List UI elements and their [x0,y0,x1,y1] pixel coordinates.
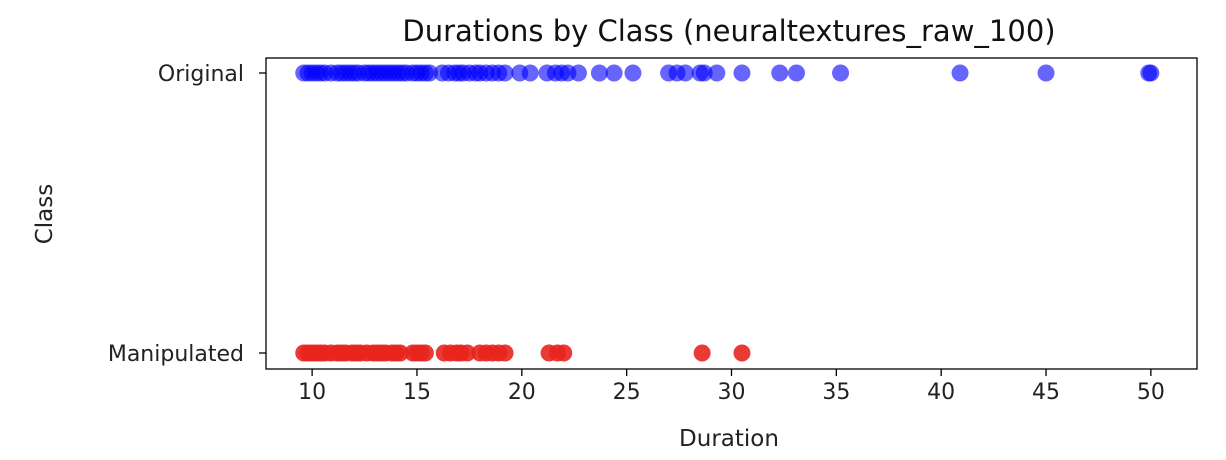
data-point-original [624,64,642,82]
x-tick-label: 50 [1137,380,1165,405]
data-point-manipulated [693,344,711,362]
chart-title: Durations by Class (neuraltextures_raw_1… [402,14,1055,48]
x-tick-label: 20 [508,380,536,405]
data-point-original [733,64,751,82]
data-point-manipulated [496,344,514,362]
data-point-original [676,64,694,82]
data-point-original [832,64,850,82]
x-tick-label: 45 [1032,380,1060,405]
x-axis-label: Duration [679,426,779,452]
data-point-manipulated [555,344,573,362]
x-tick-label: 40 [927,380,955,405]
plot-area-frame [265,57,1198,370]
y-axis-label: Class [32,184,58,245]
data-point-manipulated [458,344,476,362]
data-point-manipulated [391,344,409,362]
data-point-original [605,64,623,82]
data-point-manipulated [416,344,434,362]
data-point-original [1142,64,1160,82]
x-tick-label: 25 [613,380,641,405]
data-point-manipulated [733,344,751,362]
y-axis-ticks: Manipulated Original [108,62,266,367]
data-point-original [695,64,713,82]
x-tick-label: 15 [403,380,431,405]
data-point-original [951,64,969,82]
data-point-original [590,64,608,82]
x-tick-label: 35 [822,380,850,405]
data-point-original [788,64,805,82]
data-point-original [771,64,789,82]
data-point-original [1037,64,1055,82]
data-point-original [569,64,587,82]
x-tick-label: 30 [718,380,746,405]
data-point-original [421,64,439,82]
data-point-original [521,64,539,82]
data-point-original [708,64,726,82]
x-tick-label: 10 [298,380,326,405]
y-tick-label-manipulated: Manipulated [108,342,244,367]
data-point-original [496,64,514,82]
data-points [295,64,1160,362]
y-tick-label-original: Original [158,62,244,87]
x-axis-ticks: 10 15 20 25 30 35 40 45 50 [298,369,1165,405]
